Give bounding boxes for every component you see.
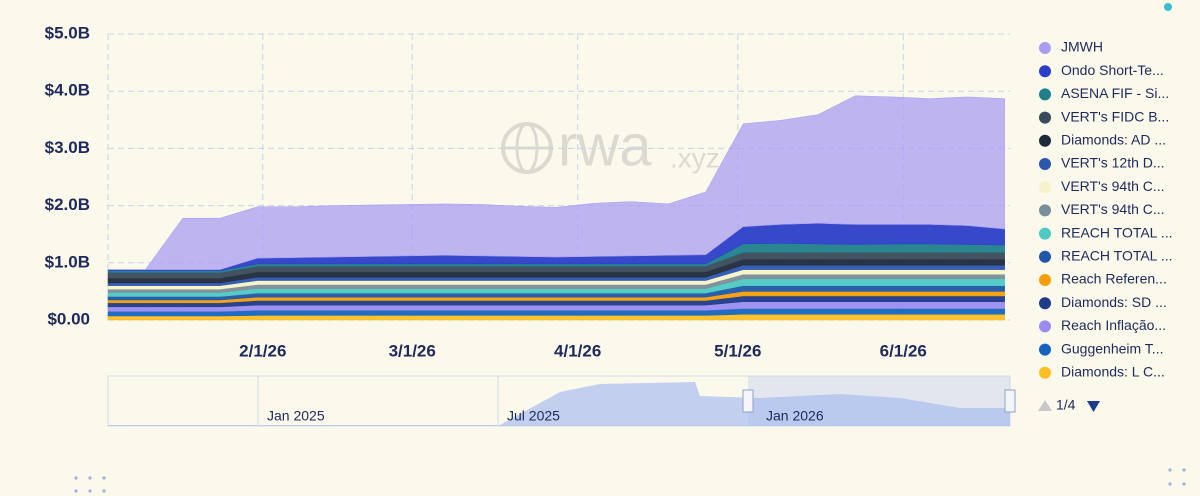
legend-next[interactable] bbox=[1087, 401, 1100, 412]
legend-marker bbox=[1039, 274, 1051, 286]
watermark-text: rwa bbox=[558, 113, 652, 178]
legend-label[interactable]: Diamonds: AD ... bbox=[1061, 132, 1166, 148]
legend-marker bbox=[1039, 134, 1051, 147]
navigator-label: Jan 2025 bbox=[267, 408, 325, 424]
legend-marker bbox=[1039, 250, 1051, 263]
x-tick-label: 3/1/26 bbox=[389, 341, 436, 360]
y-tick-label: $0.00 bbox=[47, 309, 90, 328]
y-tick-label: $4.0B bbox=[45, 81, 90, 100]
decor-dot bbox=[88, 476, 92, 480]
decor-dot bbox=[1182, 482, 1186, 486]
legend-marker bbox=[1039, 181, 1051, 194]
x-tick-label: 6/1/26 bbox=[880, 341, 927, 360]
decor-dot bbox=[102, 476, 106, 480]
legend-label[interactable]: Reach Inflação... bbox=[1061, 317, 1166, 333]
y-tick-label: $3.0B bbox=[45, 138, 90, 157]
navigator-handle[interactable] bbox=[742, 389, 754, 413]
legend-marker bbox=[1039, 158, 1051, 170]
watermark: rwa .xyz bbox=[501, 113, 720, 178]
legend-marker bbox=[1039, 297, 1051, 310]
y-tick-label: $2.0B bbox=[45, 195, 90, 214]
legend-label[interactable]: Reach Referen... bbox=[1061, 271, 1167, 287]
legend-label[interactable]: Diamonds: L C... bbox=[1061, 364, 1165, 380]
legend-marker bbox=[1039, 320, 1051, 333]
legend-label[interactable]: VERT's 94th C... bbox=[1061, 201, 1165, 217]
legend-marker bbox=[1039, 111, 1051, 124]
legend-marker bbox=[1039, 204, 1051, 217]
area bbox=[108, 95, 1005, 270]
decor-dot bbox=[102, 489, 106, 493]
y-tick-label: $1.0B bbox=[45, 252, 90, 271]
legend-label[interactable]: VERT's FIDC B... bbox=[1061, 108, 1169, 124]
decor-dot bbox=[74, 476, 78, 480]
x-tick-label: 4/1/26 bbox=[554, 341, 601, 360]
legend-label[interactable]: Diamonds: SD ... bbox=[1061, 294, 1167, 310]
x-tick-label: 5/1/26 bbox=[714, 341, 761, 360]
decor-dot bbox=[1182, 468, 1186, 472]
watermark-suffix: .xyz bbox=[670, 142, 720, 173]
legend-marker bbox=[1039, 88, 1051, 101]
navigator-label: Jul 2025 bbox=[507, 408, 560, 424]
y-tick-label: $5.0B bbox=[45, 23, 90, 42]
decoration bbox=[74, 3, 1186, 493]
plot: $0.00 $1.0B $2.0B $3.0B $4.0B $5.0B 2/1/26 3/1/… bbox=[45, 23, 1010, 360]
navigator-label: Jan 2026 bbox=[766, 408, 824, 424]
legend-label[interactable]: ASENA FIF - Si... bbox=[1061, 85, 1169, 101]
legend-label[interactable]: JMWH bbox=[1061, 39, 1103, 55]
watermark-globe bbox=[515, 122, 539, 174]
decor-dot bbox=[88, 489, 92, 493]
decor-dot bbox=[74, 489, 78, 493]
legend-marker bbox=[1039, 227, 1051, 240]
navigator-area bbox=[108, 382, 1010, 426]
legend-marker bbox=[1039, 42, 1051, 54]
decor-dot bbox=[1168, 482, 1172, 486]
legend-label[interactable]: Ondo Short-Te... bbox=[1061, 62, 1164, 78]
navigator-handle[interactable] bbox=[1004, 389, 1016, 413]
legend-prev[interactable] bbox=[1038, 400, 1052, 411]
legend-label[interactable]: VERT's 94th C... bbox=[1061, 178, 1165, 194]
legend-label[interactable]: Guggenheim T... bbox=[1061, 340, 1163, 356]
legend-marker bbox=[1039, 366, 1051, 379]
x-tick-label: 2/1/26 bbox=[239, 341, 286, 360]
legend-marker bbox=[1039, 343, 1051, 356]
legend-label[interactable]: REACH TOTAL ... bbox=[1061, 224, 1173, 240]
legend-label[interactable]: REACH TOTAL ... bbox=[1061, 248, 1173, 264]
legend-label[interactable]: VERT's 12th D... bbox=[1061, 155, 1165, 171]
legend-page: 1/4 bbox=[1056, 397, 1076, 413]
decor-dot bbox=[1168, 468, 1172, 472]
decor-dot bbox=[1164, 3, 1172, 11]
legend-marker bbox=[1039, 65, 1051, 78]
